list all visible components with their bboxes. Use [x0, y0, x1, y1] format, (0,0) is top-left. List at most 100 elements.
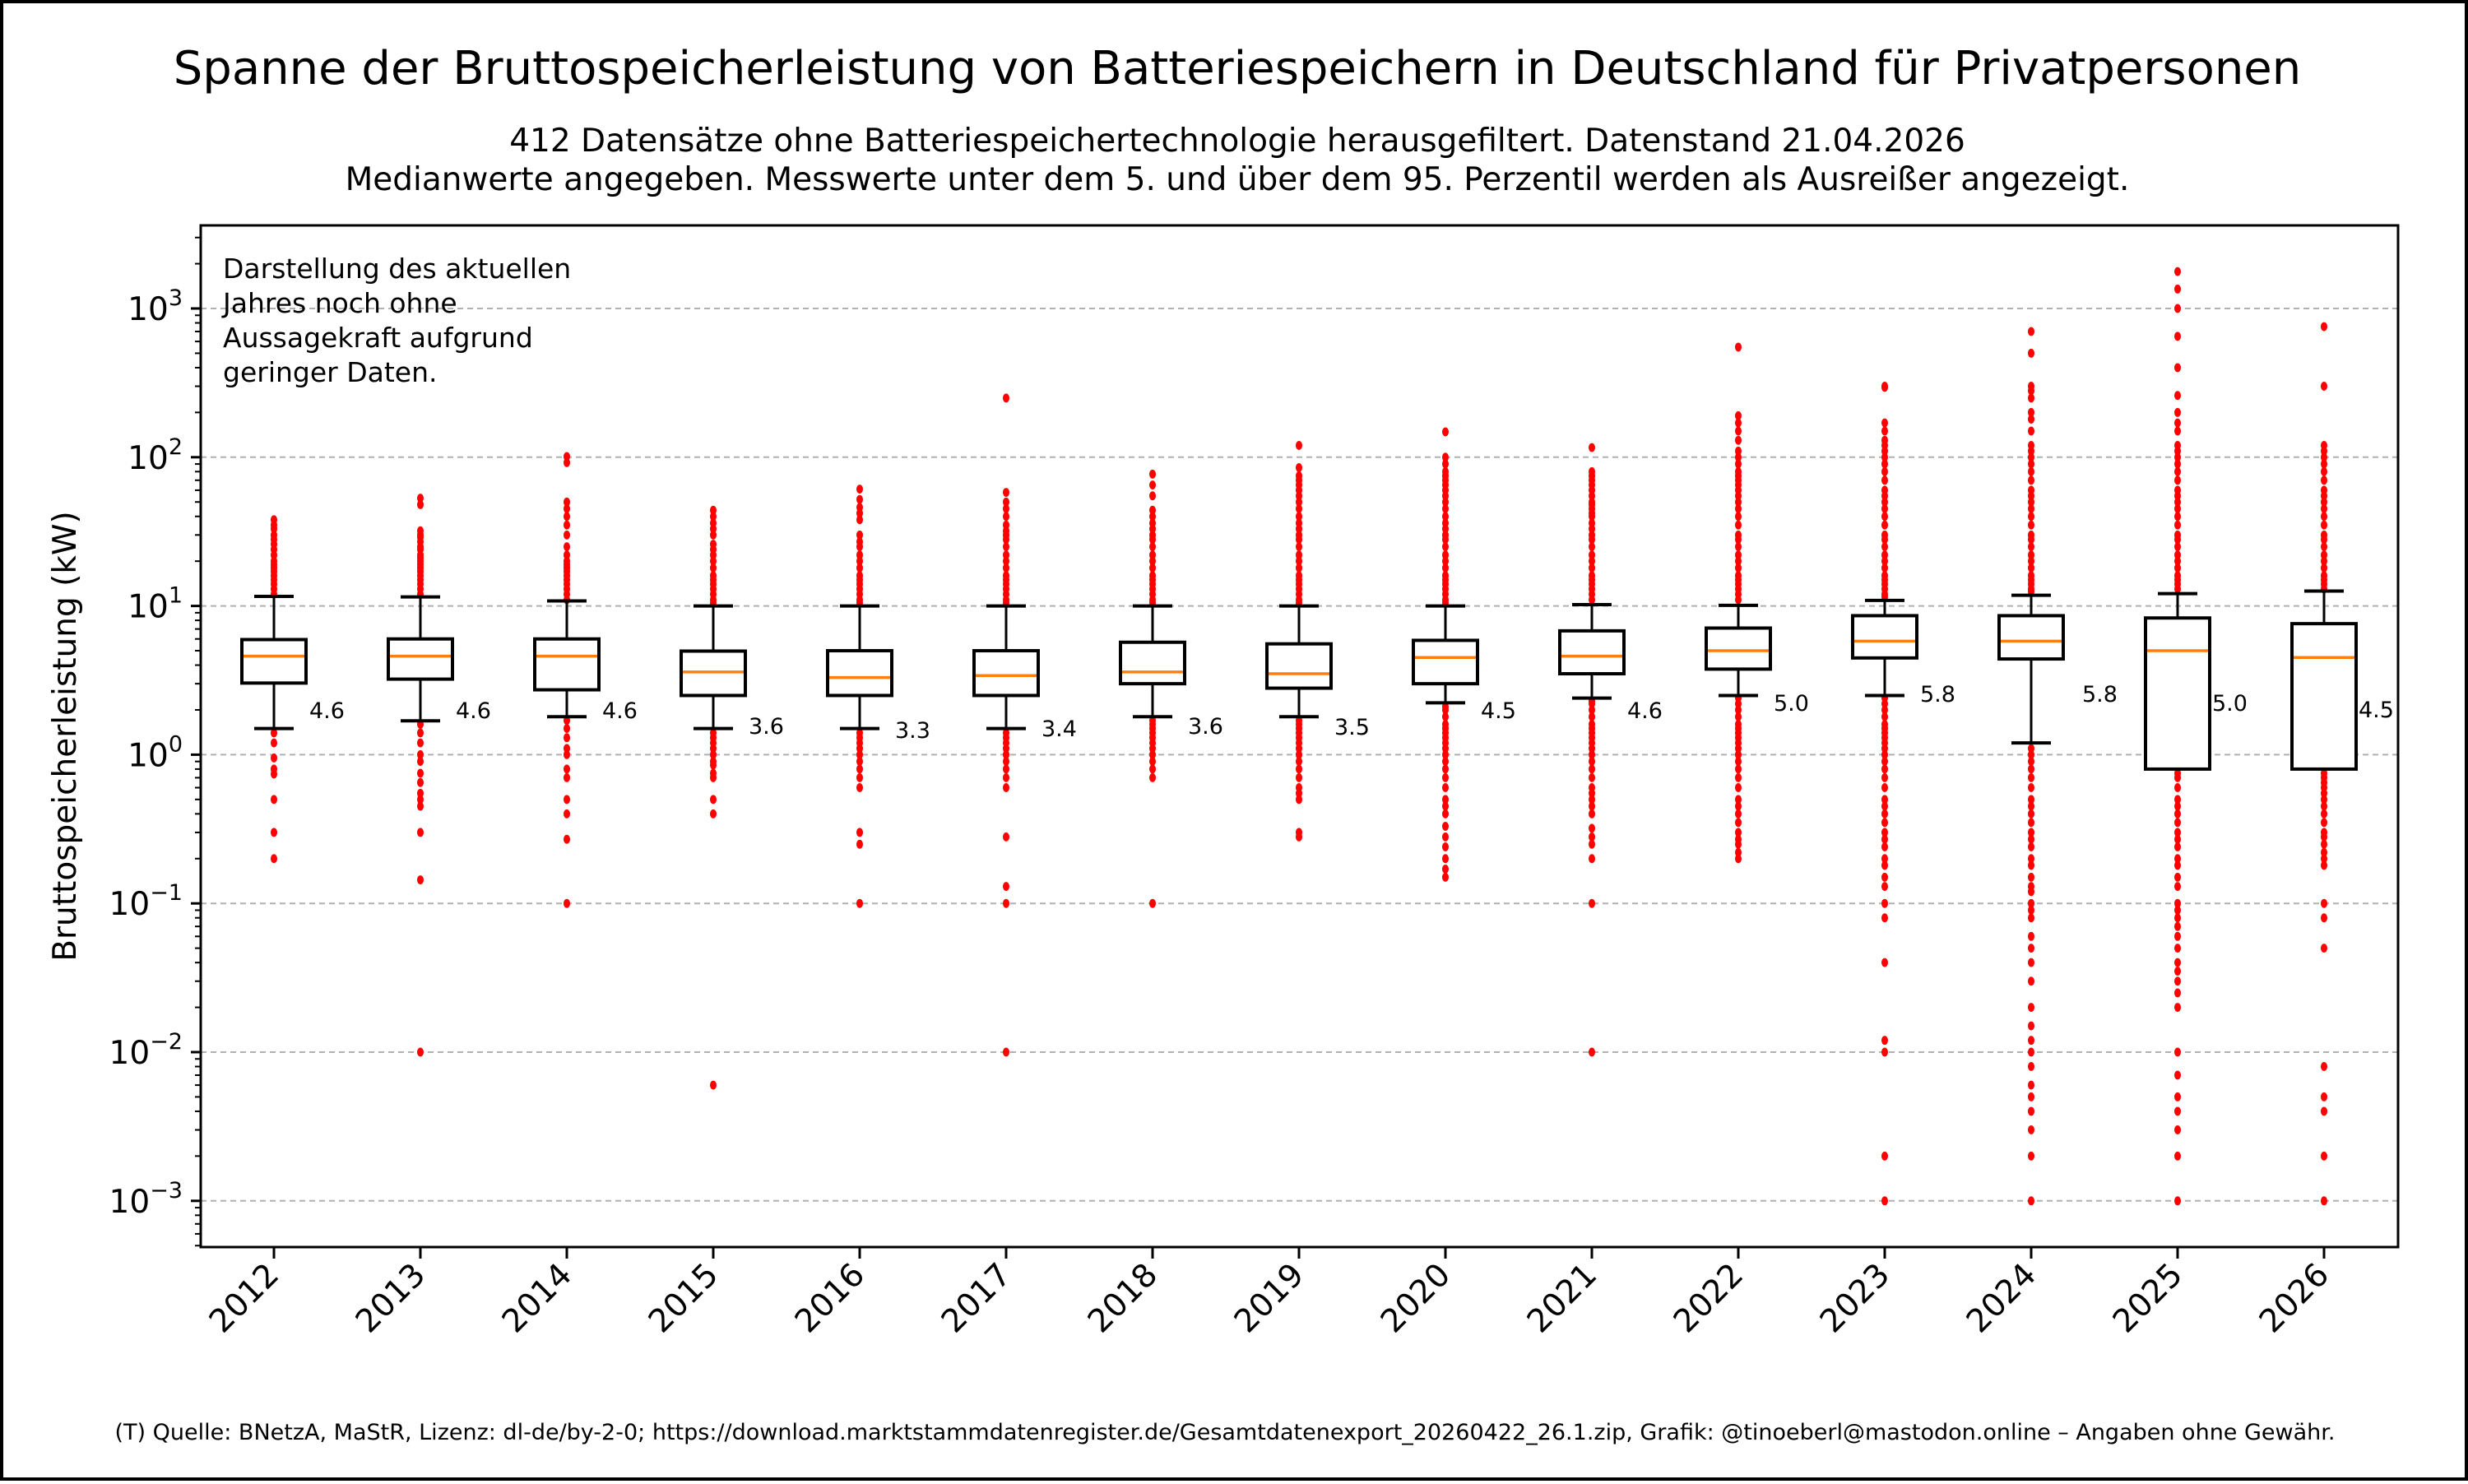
- outlier-point: [1296, 440, 1302, 450]
- outlier-point: [1589, 764, 1595, 774]
- outlier-point: [1442, 764, 1449, 774]
- outlier-point: [1881, 426, 1888, 436]
- outlier-point: [856, 503, 863, 512]
- outlier-point: [564, 749, 570, 759]
- outlier-point: [2028, 520, 2034, 530]
- outlier-point: [1735, 705, 1742, 715]
- x-axis: 2012 2013 2014 2015 2016 2017 2018 2019 2020 2021…: [202, 1247, 2336, 1340]
- chart-title: Spanne der Bruttospeicherleistung von Ba…: [174, 42, 2302, 95]
- outlier-point: [1296, 542, 1302, 552]
- outlier-point: [1735, 550, 1742, 560]
- outlier-point: [271, 854, 277, 864]
- outlier-point: [1149, 563, 1156, 573]
- outlier-point: [2028, 1003, 2034, 1013]
- outlier-point: [2174, 828, 2181, 837]
- outlier-point: [1735, 795, 1742, 805]
- outlier-point: [1589, 809, 1595, 819]
- outlier-point: [2028, 440, 2034, 450]
- outlier-point: [417, 738, 424, 748]
- outlier-point: [1735, 446, 1742, 456]
- outlier-point: [1003, 571, 1009, 581]
- outlier-point: [1881, 705, 1888, 715]
- outlier-point: [856, 749, 863, 759]
- outlier-point: [2174, 332, 2181, 341]
- median-label: 5.8: [1920, 682, 1955, 707]
- outlier-point: [2174, 512, 2181, 522]
- outlier-point: [1735, 426, 1742, 436]
- outlier-point: [856, 839, 863, 849]
- outlier-point: [1735, 809, 1742, 819]
- outlier-point: [2028, 1021, 2034, 1031]
- boxes-layer: 4.6 4.6 4.6 3.6 3.3 3.4 3.6 3.5 4.5 4.6 5.0 5.8 5.8 5…: [240, 267, 2394, 1206]
- outlier-point: [2174, 898, 2181, 908]
- outlier-point: [2321, 520, 2327, 530]
- outlier-point: [2321, 1151, 2327, 1161]
- outlier-point: [271, 795, 277, 805]
- outlier-point: [1881, 503, 1888, 513]
- outlier-point: [1296, 571, 1302, 581]
- outlier-point: [2174, 267, 2181, 276]
- box-2015: 3.6: [680, 505, 784, 1090]
- outlier-point: [1589, 443, 1595, 452]
- outlier-point: [1296, 757, 1302, 767]
- outlier-point: [1881, 809, 1888, 819]
- outlier-point: [1589, 466, 1595, 476]
- outlier-point: [2174, 304, 2181, 313]
- outlier-point: [2028, 530, 2034, 540]
- outlier-point: [856, 783, 863, 793]
- outlier-point: [417, 526, 424, 536]
- outlier-point: [2174, 1125, 2181, 1135]
- outlier-point: [2028, 905, 2034, 915]
- outlier-point: [1003, 550, 1009, 560]
- outlier-point: [564, 452, 570, 461]
- median-label: 3.6: [1188, 714, 1223, 740]
- outlier-point: [710, 749, 717, 759]
- outlier-point: [1881, 854, 1888, 864]
- outlier-point: [1149, 480, 1156, 490]
- outlier-point: [2028, 550, 2034, 560]
- outlier-point: [1735, 839, 1742, 849]
- outlier-point: [1881, 435, 1888, 445]
- outlier-point: [2028, 772, 2034, 782]
- box-2013: 4.6: [387, 494, 491, 1057]
- outlier-point: [856, 530, 863, 540]
- x-tick-label-2024: 2024: [1960, 1256, 2044, 1340]
- outlier-point: [1442, 518, 1449, 528]
- outlier-point: [1149, 505, 1156, 515]
- outlier-point: [1296, 518, 1302, 528]
- outlier-point: [2174, 284, 2181, 294]
- outlier-point: [1296, 749, 1302, 759]
- box-2025: 5.0: [2144, 267, 2248, 1206]
- outlier-point: [2321, 382, 2327, 392]
- outlier-point: [710, 518, 717, 528]
- outlier-point: [2174, 842, 2181, 851]
- outlier-point: [2028, 764, 2034, 774]
- chart-subtitle-line-1: 412 Datensätze ohne Batteriespeichertech…: [509, 123, 1965, 160]
- iqr-box: [1705, 626, 1772, 671]
- outlier-point: [1149, 772, 1156, 782]
- outlier-point: [2028, 327, 2034, 336]
- outlier-point: [856, 485, 863, 494]
- outlier-point: [2321, 440, 2327, 450]
- outlier-point: [1442, 705, 1449, 715]
- median-label: 4.6: [309, 698, 345, 724]
- outlier-point: [417, 757, 424, 767]
- outlier-point: [2174, 485, 2181, 495]
- outlier-point: [710, 571, 717, 581]
- outlier-point: [1589, 839, 1595, 849]
- outlier-point: [1881, 466, 1888, 476]
- iqr-box: [533, 637, 601, 692]
- box-2017: 3.4: [972, 393, 1077, 1057]
- outlier-point: [1003, 882, 1009, 892]
- box-2012: 4.6: [240, 515, 345, 864]
- outlier-point: [1881, 801, 1888, 811]
- outlier-point: [2028, 749, 2034, 759]
- outlier-point: [417, 494, 424, 503]
- outlier-point: [1003, 542, 1009, 552]
- outlier-point: [271, 738, 277, 748]
- outlier-point: [1003, 783, 1009, 793]
- outlier-point: [1149, 757, 1156, 767]
- outlier-point: [564, 795, 570, 805]
- outlier-point: [1881, 834, 1888, 844]
- outlier-point: [2174, 363, 2181, 373]
